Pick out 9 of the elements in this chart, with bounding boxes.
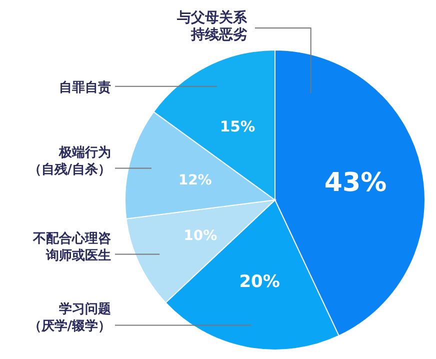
slice-label: 不配合心理咨询师或医生 <box>32 230 112 264</box>
slice-label: 学习问题（厌学/辍学） <box>28 302 111 334</box>
slice-label: 与父母关系持续恶劣 <box>176 9 248 43</box>
data-label: 12% <box>178 172 212 188</box>
slice-label: 自罪自责 <box>59 79 111 96</box>
data-label: 10% <box>184 228 218 244</box>
slice-label: 极端行为（自残/自杀） <box>28 145 111 178</box>
data-label: 15% <box>220 118 256 136</box>
data-label: 43% <box>324 168 387 198</box>
